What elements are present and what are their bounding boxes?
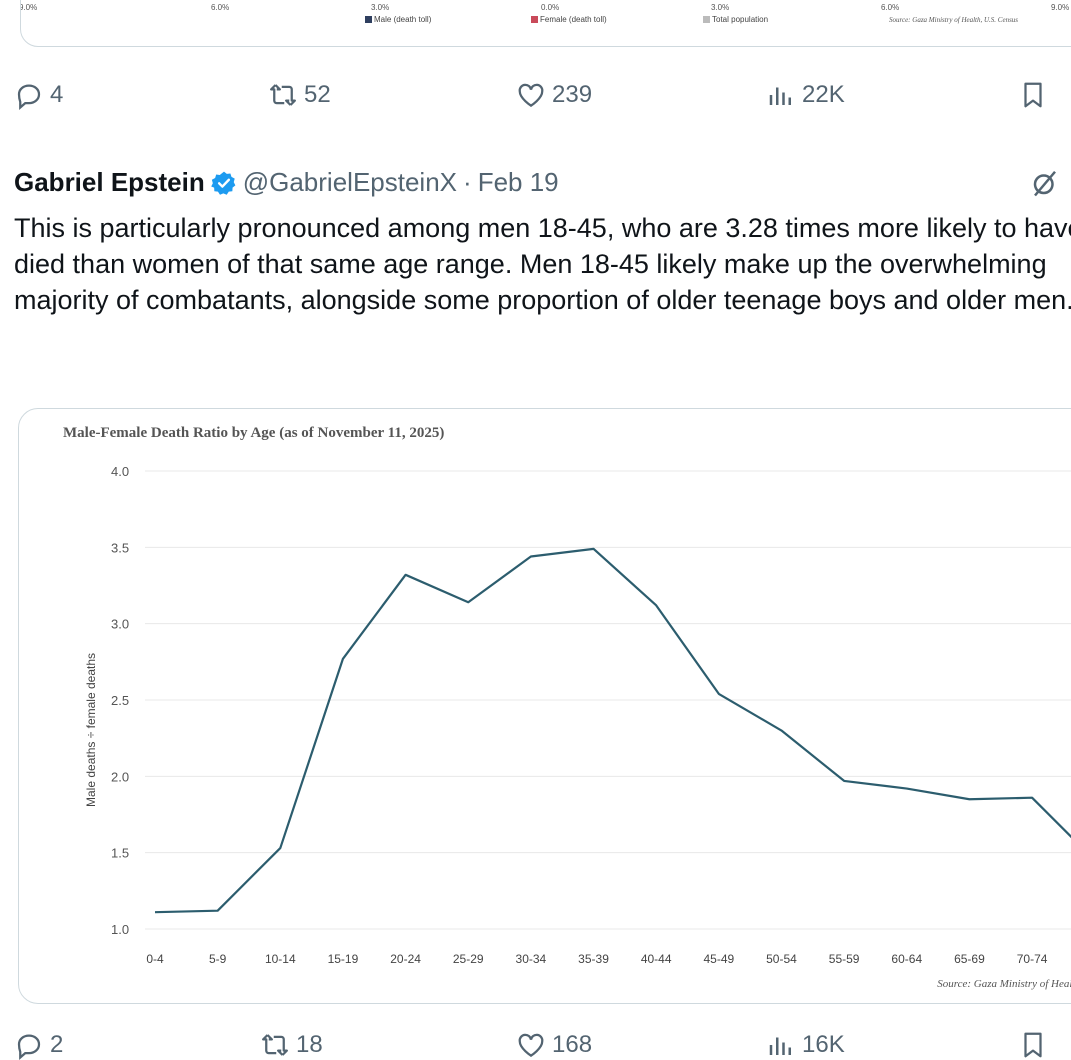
chart-source: Source: Gaza Ministry of Health bbox=[937, 978, 1071, 990]
y-tick-label: 4.0 bbox=[111, 464, 129, 479]
x-tick-label: 70-74 bbox=[1017, 952, 1048, 966]
views-button[interactable]: 22K bbox=[766, 80, 845, 110]
y-tick-label: 1.5 bbox=[111, 846, 129, 861]
bookmark-icon bbox=[1018, 1030, 1048, 1060]
legend-swatch bbox=[365, 16, 372, 23]
legend-label: Female (death toll) bbox=[540, 15, 607, 24]
repost-icon bbox=[260, 1030, 290, 1060]
author-name[interactable]: Gabriel Epstein bbox=[14, 167, 205, 198]
x-tick-label: 10-14 bbox=[265, 952, 296, 966]
like-button-2[interactable]: 168 bbox=[516, 1030, 592, 1060]
x-tick-label: 15-19 bbox=[328, 952, 359, 966]
legend-swatch bbox=[703, 16, 710, 23]
previous-chart-x-tick: 9.0% bbox=[1051, 3, 1069, 12]
heart-icon bbox=[516, 80, 546, 110]
y-tick-label: 3.5 bbox=[111, 540, 129, 555]
views-count: 22K bbox=[802, 80, 845, 110]
x-tick-label: 20-24 bbox=[390, 952, 421, 966]
reply-count-2: 2 bbox=[50, 1030, 63, 1060]
previous-chart-x-tick: 9.0% bbox=[20, 3, 37, 12]
legend-label: Male (death toll) bbox=[374, 15, 431, 24]
line-chart: 4.0 3.5 3.0 2.5 2.0 1.5 1.0 Male deaths ÷ femal… bbox=[19, 409, 1071, 1003]
x-tick-label: 35-39 bbox=[578, 952, 609, 966]
like-count-2: 168 bbox=[552, 1030, 592, 1060]
previous-chart-x-tick: 0.0% bbox=[541, 3, 559, 12]
verified-badge-icon bbox=[211, 170, 237, 196]
x-tick-label: 25-29 bbox=[453, 952, 484, 966]
repost-button-2[interactable]: 18 bbox=[260, 1030, 323, 1060]
views-icon bbox=[766, 1030, 796, 1060]
repost-icon bbox=[268, 80, 298, 110]
x-tick-label: 65-69 bbox=[954, 952, 985, 966]
previous-chart-x-tick: 3.0% bbox=[371, 3, 389, 12]
x-tick-label: 55-59 bbox=[829, 952, 860, 966]
views-count-2: 16K bbox=[802, 1030, 845, 1060]
tweet-date[interactable]: Feb 19 bbox=[478, 167, 559, 198]
reply-button[interactable]: 4 bbox=[14, 80, 63, 110]
bookmark-button-2[interactable] bbox=[1018, 1030, 1054, 1060]
y-tick-label: 2.5 bbox=[111, 693, 129, 708]
previous-chart-x-tick: 3.0% bbox=[711, 3, 729, 12]
y-tick-label: 2.0 bbox=[111, 769, 129, 784]
x-tick-label: 5-9 bbox=[209, 952, 227, 966]
previous-chart-legend-item: Female (death toll) bbox=[531, 15, 607, 24]
x-tick-label: 40-44 bbox=[641, 952, 672, 966]
previous-chart-card[interactable]: 9.0% 6.0% 3.0% 0.0% 3.0% 6.0% 9.0% Male (death… bbox=[20, 0, 1071, 47]
author-handle[interactable]: @GabrielEpsteinX bbox=[243, 167, 457, 198]
previous-chart-x-tick: 6.0% bbox=[211, 3, 229, 12]
reply-icon bbox=[14, 80, 44, 110]
tweet-text: This is particularly pronounced among me… bbox=[14, 210, 1071, 318]
like-button[interactable]: 239 bbox=[516, 80, 592, 110]
y-tick-label: 3.0 bbox=[111, 617, 129, 632]
views-icon bbox=[766, 80, 796, 110]
x-tick-label: 60-64 bbox=[891, 952, 922, 966]
y-tick-label: 1.0 bbox=[111, 922, 129, 937]
header-separator: · bbox=[463, 167, 472, 198]
reply-button-2[interactable]: 2 bbox=[14, 1030, 63, 1060]
previous-chart-x-tick: 6.0% bbox=[881, 3, 899, 12]
views-button-2[interactable]: 16K bbox=[766, 1030, 845, 1060]
x-tick-label: 50-54 bbox=[766, 952, 797, 966]
previous-chart-legend-item: Total population bbox=[703, 15, 768, 24]
grok-icon[interactable] bbox=[1030, 168, 1060, 198]
x-tick-label: 30-34 bbox=[516, 952, 547, 966]
previous-chart-source: Source: Gaza Ministry of Health, U.S. Ce… bbox=[889, 16, 1018, 24]
legend-label: Total population bbox=[712, 15, 768, 24]
y-axis-label: Male deaths ÷ female deaths bbox=[84, 653, 98, 807]
repost-button[interactable]: 52 bbox=[268, 80, 331, 110]
chart-card[interactable]: Male-Female Death Ratio by Age (as of No… bbox=[18, 408, 1071, 1004]
tweet-header: Gabriel Epstein @GabrielEpsteinX · Feb 1… bbox=[14, 167, 559, 198]
repost-count-2: 18 bbox=[296, 1030, 323, 1060]
reply-count: 4 bbox=[50, 80, 63, 110]
like-count: 239 bbox=[552, 80, 592, 110]
reply-icon bbox=[14, 1030, 44, 1060]
bookmark-icon bbox=[1018, 80, 1048, 110]
legend-swatch bbox=[531, 16, 538, 23]
previous-chart-legend-item: Male (death toll) bbox=[365, 15, 431, 24]
series-line bbox=[155, 549, 1071, 912]
repost-count: 52 bbox=[304, 80, 331, 110]
heart-icon bbox=[516, 1030, 546, 1060]
bookmark-button[interactable] bbox=[1018, 80, 1054, 110]
x-tick-label: 45-49 bbox=[703, 952, 734, 966]
x-tick-label: 0-4 bbox=[146, 952, 164, 966]
